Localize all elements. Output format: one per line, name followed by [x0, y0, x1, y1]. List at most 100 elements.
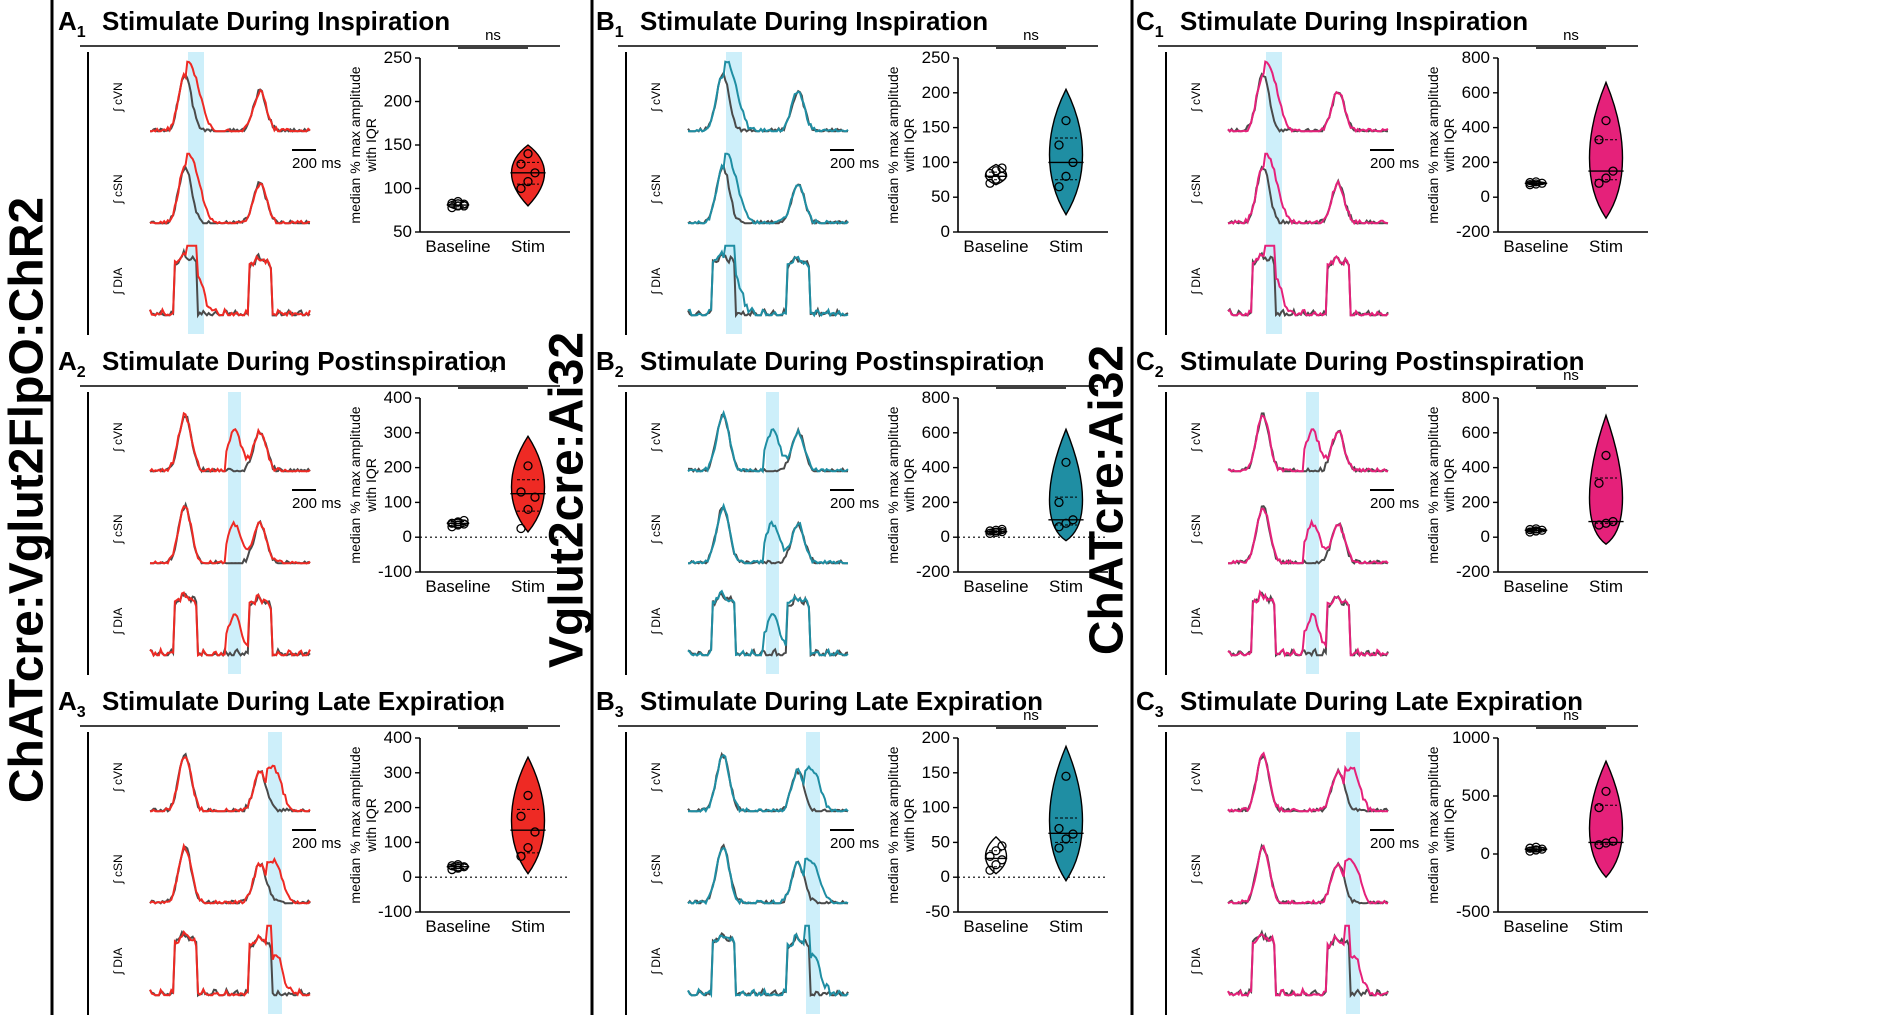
data-point	[1531, 524, 1541, 534]
panel-C2: C2 Stimulate During Postinspiration ∫ cVN ∫…	[1136, 346, 1648, 675]
data-point	[1601, 173, 1611, 183]
trace-label: ∫ DIA	[649, 608, 663, 636]
data-point	[1061, 834, 1071, 844]
trace-label: ∫ cSN	[111, 174, 125, 204]
scale-bar-label: 200 ms	[1370, 495, 1419, 512]
y-axis-label: median % max amplitudewith IQR	[885, 406, 917, 563]
data-point	[1525, 524, 1535, 535]
data-point	[453, 863, 463, 873]
significance-label: ns	[1023, 27, 1039, 44]
data-point	[1601, 838, 1611, 848]
strain-label: ChATcre:Vglut2FlpO:ChR2	[1, 197, 54, 803]
x-tick-label: Baseline	[963, 237, 1028, 256]
data-point	[1068, 829, 1078, 839]
y-tick-label: 1000	[1452, 728, 1490, 747]
data-point	[985, 865, 995, 875]
trace-label: ∫ cSN	[649, 854, 663, 884]
stim-window	[766, 392, 779, 674]
y-axis-label: median % max amplitudewith IQR	[347, 66, 379, 223]
y-tick-label: 600	[1462, 83, 1490, 102]
y-tick-label: 0	[941, 222, 950, 241]
trace-label: ∫ DIA	[1189, 268, 1203, 296]
violin-stim	[1048, 744, 1084, 882]
data-point	[453, 517, 463, 527]
stim-window	[1306, 392, 1319, 674]
trace-line	[687, 244, 849, 318]
scale-bar-label: 200 ms	[292, 155, 341, 172]
y-tick-label: 150	[922, 118, 950, 137]
panel-title: Stimulate During Late Expiration	[640, 686, 1043, 716]
panel-A1: A1 Stimulate During Inspiration ∫ cVN ∫ cSN…	[58, 6, 570, 335]
data-point	[1525, 177, 1535, 188]
data-point	[997, 163, 1007, 173]
data-point	[453, 520, 463, 530]
data-point	[991, 166, 1001, 176]
trace-label: ∫ DIA	[649, 948, 663, 976]
data-point	[453, 860, 463, 870]
data-point	[459, 515, 469, 526]
y-tick-label: 400	[1462, 118, 1490, 137]
trace-line	[149, 152, 311, 226]
scale-bar-label: 200 ms	[830, 155, 879, 172]
scale-bar-label: 200 ms	[830, 835, 879, 852]
violin-stim	[510, 434, 546, 534]
y-tick-label: 150	[922, 763, 950, 782]
data-point	[1061, 171, 1071, 181]
data-point	[1608, 516, 1618, 527]
y-tick-label: 200	[1462, 492, 1490, 511]
data-point	[1054, 497, 1064, 508]
y-tick-label: 100	[384, 179, 412, 198]
data-point	[1601, 786, 1611, 797]
data-point	[523, 461, 533, 471]
data-point	[1054, 843, 1064, 853]
violin-stim	[1588, 413, 1624, 546]
y-axis-label: median % max amplitudewith IQR	[347, 406, 379, 563]
y-tick-label: 400	[384, 728, 412, 747]
panel-C3: C3 Stimulate During Late Expiration ∫ cVN ∫…	[1136, 686, 1648, 1015]
trace-label: ∫ DIA	[1189, 948, 1203, 976]
strain-label: ChATcre:Ai32	[1081, 345, 1134, 655]
x-tick-label: Baseline	[963, 917, 1028, 936]
x-tick-label: Stim	[1049, 917, 1083, 936]
violin-stim	[511, 144, 545, 207]
data-point	[1525, 843, 1535, 853]
significance-label: ns	[1023, 707, 1039, 724]
data-point	[459, 862, 469, 872]
y-tick-label: 0	[1481, 844, 1490, 863]
data-point	[1601, 450, 1611, 461]
trace-line	[1227, 754, 1389, 813]
y-axis-label: median % max amplitudewith IQR	[1425, 746, 1457, 903]
panel-letter: B3	[596, 686, 624, 721]
data-point	[453, 201, 463, 211]
data-point	[1061, 115, 1071, 126]
x-tick-label: Stim	[511, 917, 545, 936]
trace-label: ∫ cSN	[111, 854, 125, 884]
x-tick-label: Stim	[1049, 577, 1083, 596]
data-point	[997, 524, 1007, 535]
data-point	[447, 518, 457, 528]
y-axis-label: median % max amplitudewith IQR	[885, 66, 917, 223]
y-axis-label: median % max amplitudewith IQR	[347, 746, 379, 903]
y-tick-label: 300	[384, 423, 412, 442]
trace-line	[1227, 924, 1389, 997]
data-point	[1594, 840, 1604, 850]
data-point	[530, 492, 540, 502]
trace-line	[1227, 414, 1388, 473]
data-point	[447, 864, 457, 875]
trace-line	[688, 60, 849, 133]
trace-label: ∫ cSN	[1189, 514, 1203, 544]
y-tick-label: 0	[941, 867, 950, 886]
data-point	[523, 790, 533, 801]
panel-A2: A2 Stimulate During Postinspiration ∫ cVN ∫…	[58, 346, 570, 675]
data-point	[1537, 844, 1547, 854]
x-tick-label: Stim	[1049, 237, 1083, 256]
y-tick-label: 800	[922, 388, 950, 407]
y-tick-label: 100	[922, 152, 950, 171]
x-tick-label: Baseline	[425, 917, 490, 936]
data-point	[1601, 115, 1611, 126]
y-tick-label: 0	[1481, 527, 1490, 546]
trace-line	[1227, 843, 1389, 905]
trace-line	[150, 60, 311, 133]
trace-line	[687, 924, 849, 999]
significance-label: ns	[1563, 27, 1579, 44]
